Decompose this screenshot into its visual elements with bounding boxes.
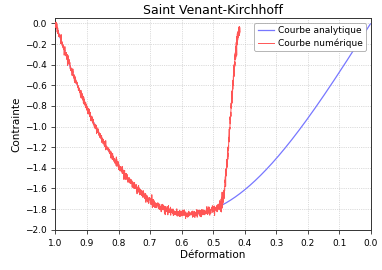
Courbe numérique xyxy=(146,200,150,204)
Courbe numérique xyxy=(171,214,176,217)
Courbe numérique xyxy=(238,31,242,35)
Courbe analytique xyxy=(59,40,64,44)
Legend: Courbe analytique, Courbe numérique: Courbe analytique, Courbe numérique xyxy=(254,23,366,51)
Title: Saint Venant-Kirchhoff: Saint Venant-Kirchhoff xyxy=(143,4,283,17)
Courbe numérique xyxy=(53,21,58,25)
Courbe analytique xyxy=(93,125,98,128)
Line: Courbe analytique: Courbe analytique xyxy=(55,23,370,214)
Y-axis label: Contrainte: Contrainte xyxy=(12,96,22,152)
Courbe numérique xyxy=(70,70,74,73)
Courbe numérique xyxy=(183,217,188,220)
Courbe numérique xyxy=(141,190,146,194)
Courbe analytique xyxy=(247,184,252,187)
Courbe analytique xyxy=(186,212,191,216)
Line: Courbe numérique: Courbe numérique xyxy=(55,22,240,218)
Courbe analytique xyxy=(234,195,238,198)
Courbe numérique xyxy=(149,200,154,203)
X-axis label: Déformation: Déformation xyxy=(180,251,246,261)
Courbe numérique xyxy=(78,91,83,94)
Courbe numérique xyxy=(54,21,58,24)
Courbe analytique xyxy=(314,106,318,109)
Courbe analytique xyxy=(53,22,58,25)
Courbe analytique xyxy=(368,22,372,26)
Courbe analytique xyxy=(332,78,337,81)
